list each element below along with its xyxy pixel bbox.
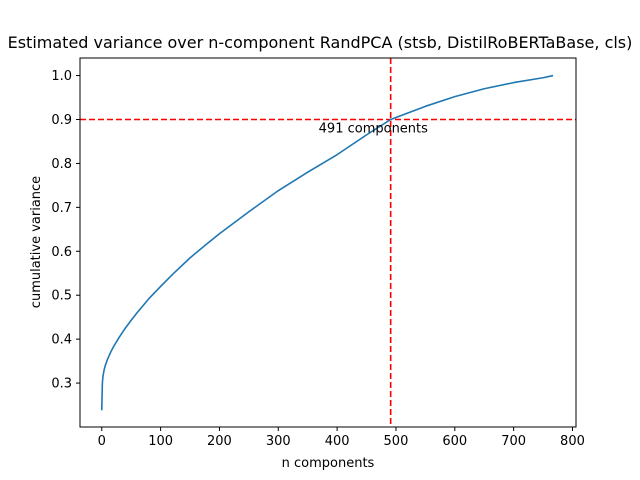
x-axis: 0 100 200 300 400 500 600 700 800 [98, 427, 585, 449]
y-tick-label: 0.6 [51, 245, 72, 260]
x-tick-label: 800 [560, 434, 585, 449]
x-axis-label: n components [282, 456, 375, 471]
x-tick-label: 500 [384, 434, 409, 449]
x-tick-label: 700 [501, 434, 526, 449]
x-tick-label: 100 [148, 434, 173, 449]
y-tick-label: 1.0 [51, 69, 72, 84]
x-tick-label: 400 [325, 434, 350, 449]
y-tick-label: 0.9 [51, 113, 72, 128]
series-line-0 [100, 74, 554, 411]
chart-title: Estimated variance over n-component Rand… [8, 33, 633, 52]
x-tick-label: 200 [207, 434, 232, 449]
y-tick-label: 0.7 [51, 201, 72, 216]
y-axis-label: cumulative variance [29, 176, 44, 308]
x-tick-label: 0 [98, 434, 106, 449]
y-tick-label: 0.3 [51, 377, 72, 392]
x-tick-label: 600 [442, 434, 467, 449]
plot-area: 491 components [80, 58, 576, 427]
y-tick-label: 0.4 [51, 333, 72, 348]
annotation-label: 491 components [319, 122, 428, 137]
x-tick-label: 300 [266, 434, 291, 449]
plot-frame [79, 57, 577, 428]
y-tick-label: 0.8 [51, 157, 72, 172]
y-axis: 0.3 0.4 0.5 0.6 0.7 0.8 0.9 1.0 [51, 69, 80, 392]
y-tick-label: 0.5 [51, 289, 72, 304]
